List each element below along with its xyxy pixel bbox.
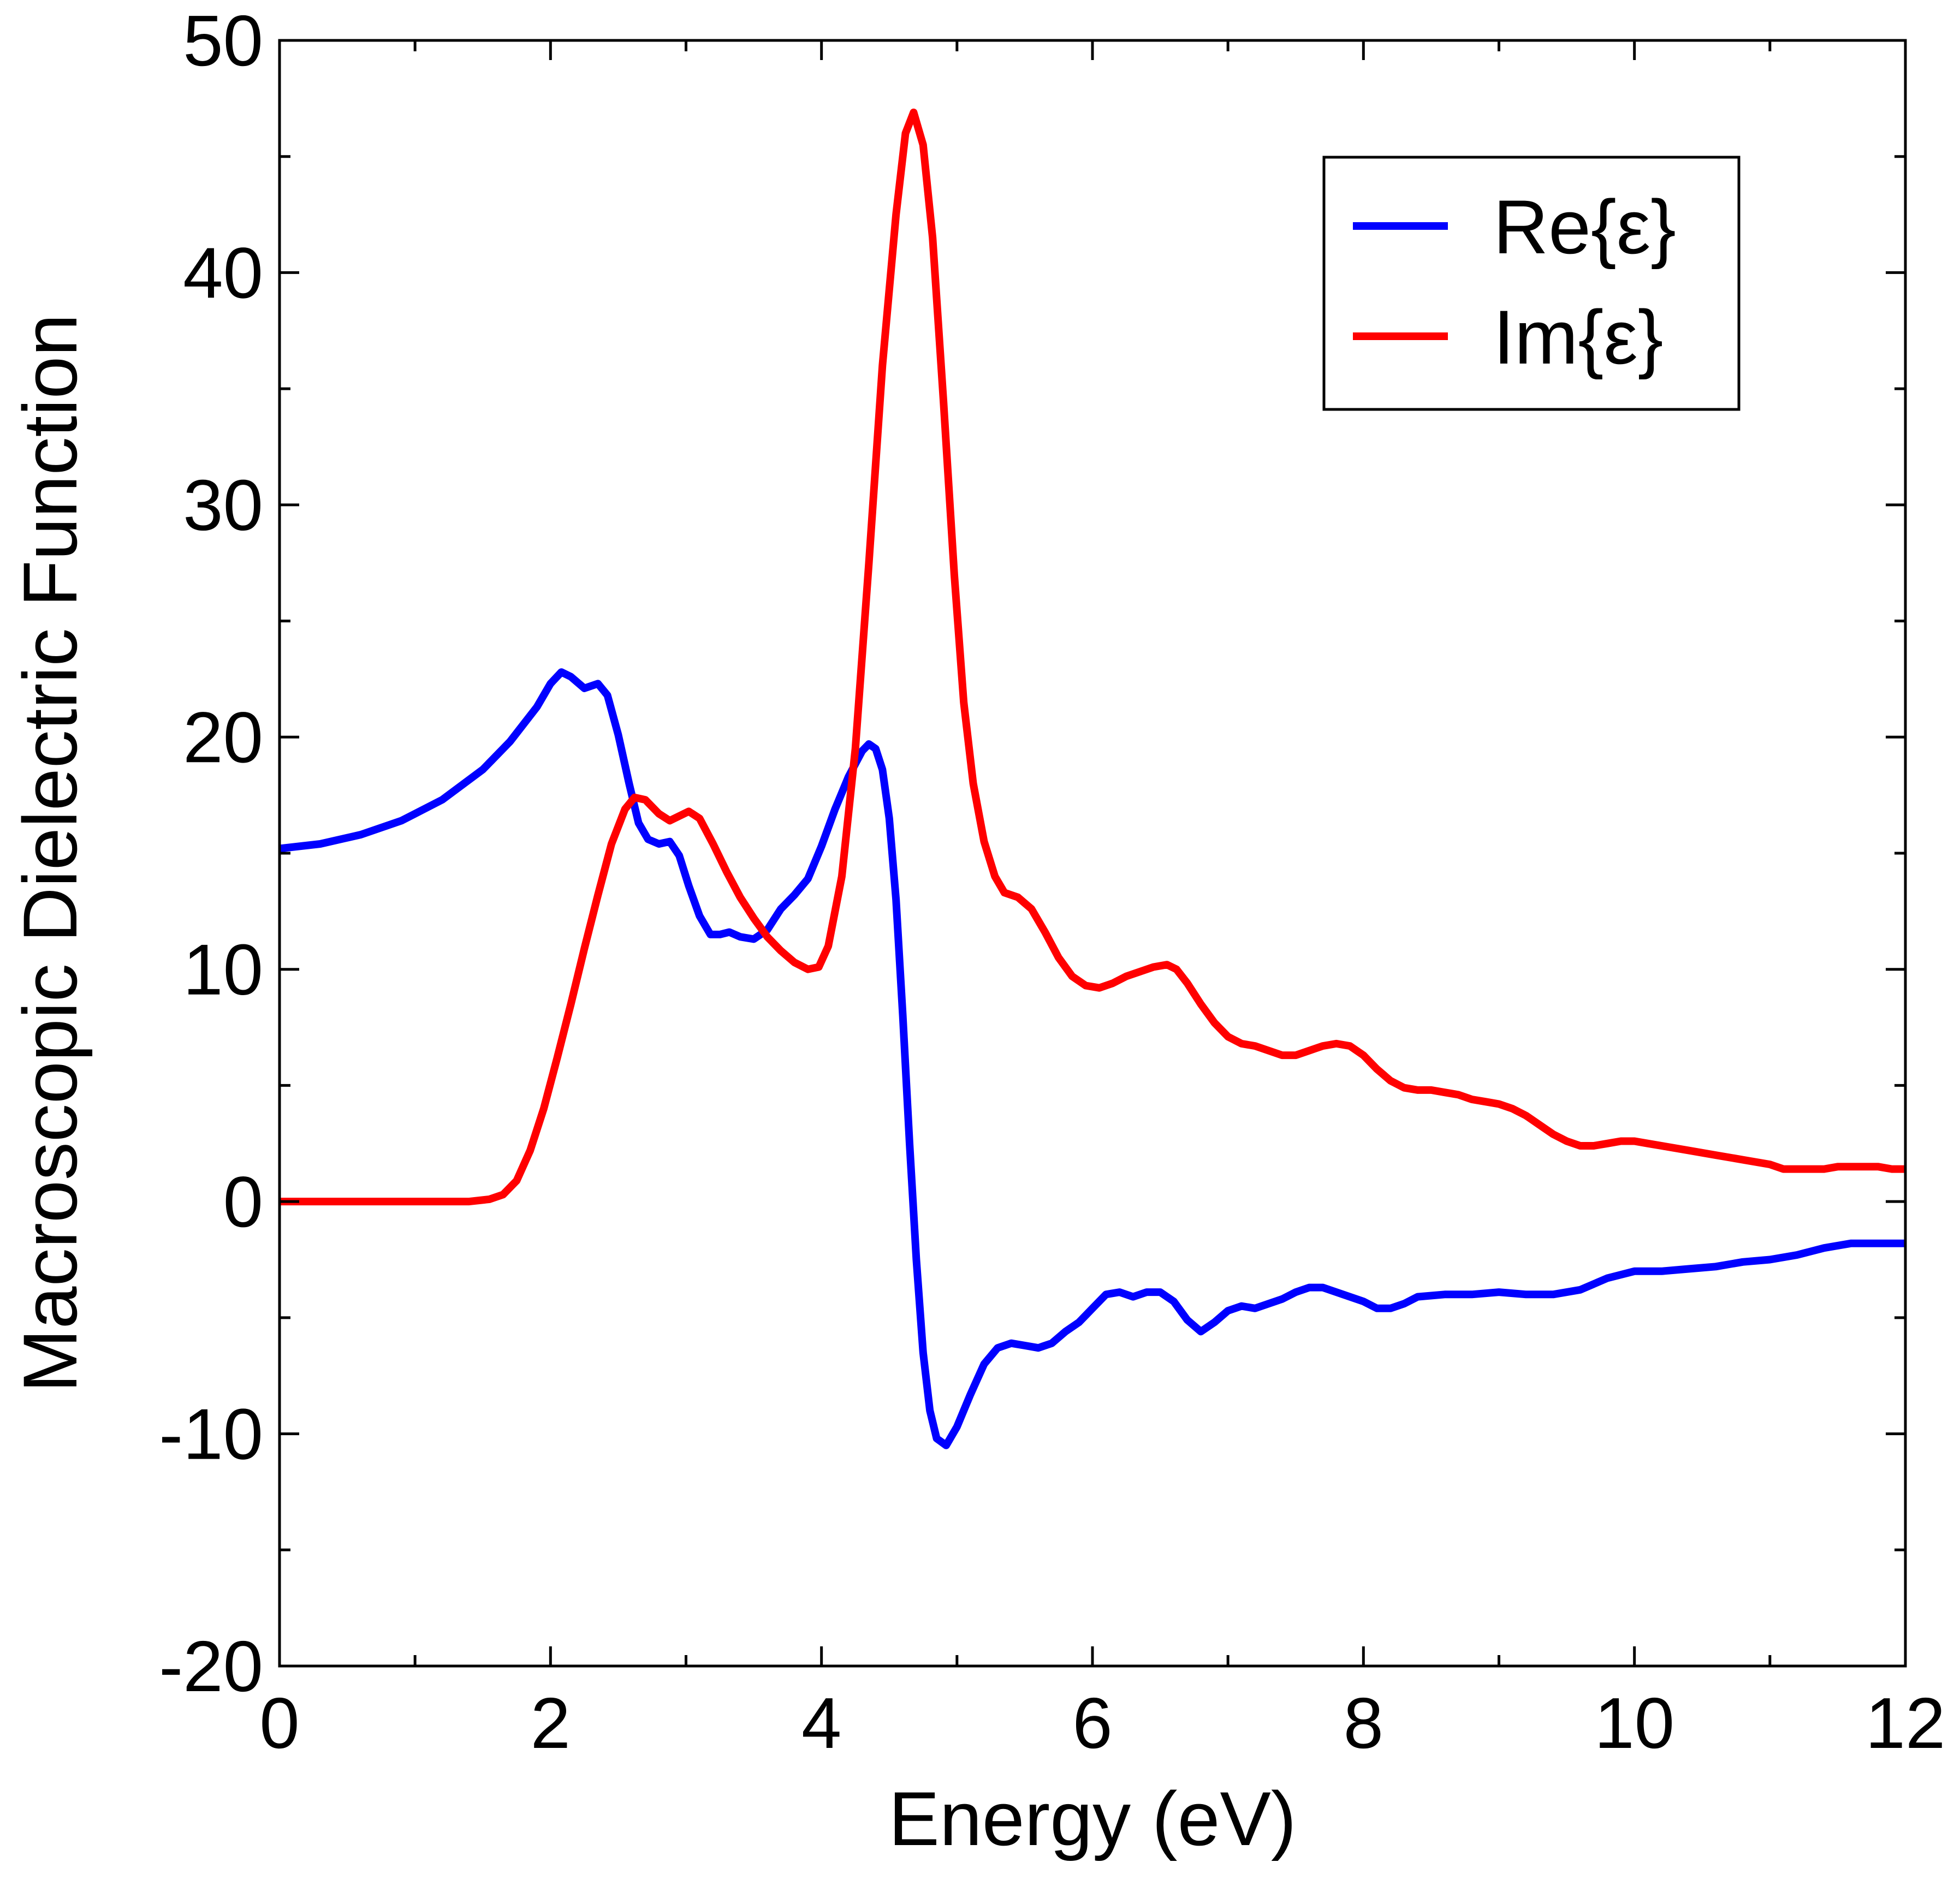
x-tick-label: 10: [1594, 1683, 1674, 1763]
x-tick-label: 4: [801, 1683, 841, 1763]
y-tick-label: 10: [183, 930, 263, 1010]
y-tick-label: 0: [223, 1162, 263, 1242]
x-tick-label: 0: [259, 1683, 299, 1763]
y-tick-label: 30: [183, 465, 263, 545]
x-axis-title: Energy (eV): [889, 1776, 1297, 1861]
y-tick-label: -20: [159, 1626, 263, 1706]
y-tick-label: 50: [183, 1, 263, 81]
x-tick-label: 2: [531, 1683, 571, 1763]
curves-group: [279, 108, 1905, 1449]
plot-area: [278, 39, 1907, 1668]
x-tick-label: 6: [1072, 1683, 1112, 1763]
legend-label-im: Im{ε}: [1493, 294, 1663, 380]
x-tick-label: 12: [1866, 1683, 1946, 1763]
legend: Re{ε} Im{ε}: [1322, 156, 1741, 411]
series-line-0: [279, 668, 1905, 1449]
series-line-1: [280, 108, 1905, 1206]
axis-ticks: [278, 39, 1907, 1668]
legend-label-re: Re{ε}: [1493, 184, 1676, 270]
legend-box: [1322, 156, 1741, 411]
y-tick-label: 40: [183, 233, 263, 313]
tick-labels: 0 2 4 6 8 10 12 -20 -10 0 10 20 30 40 50: [159, 1, 1945, 1763]
y-axis-title: Macroscopic Dielectric Function: [7, 314, 93, 1393]
y-tick-label: 20: [183, 697, 263, 777]
x-tick-label: 8: [1344, 1683, 1383, 1763]
y-tick-label: -10: [159, 1394, 263, 1474]
